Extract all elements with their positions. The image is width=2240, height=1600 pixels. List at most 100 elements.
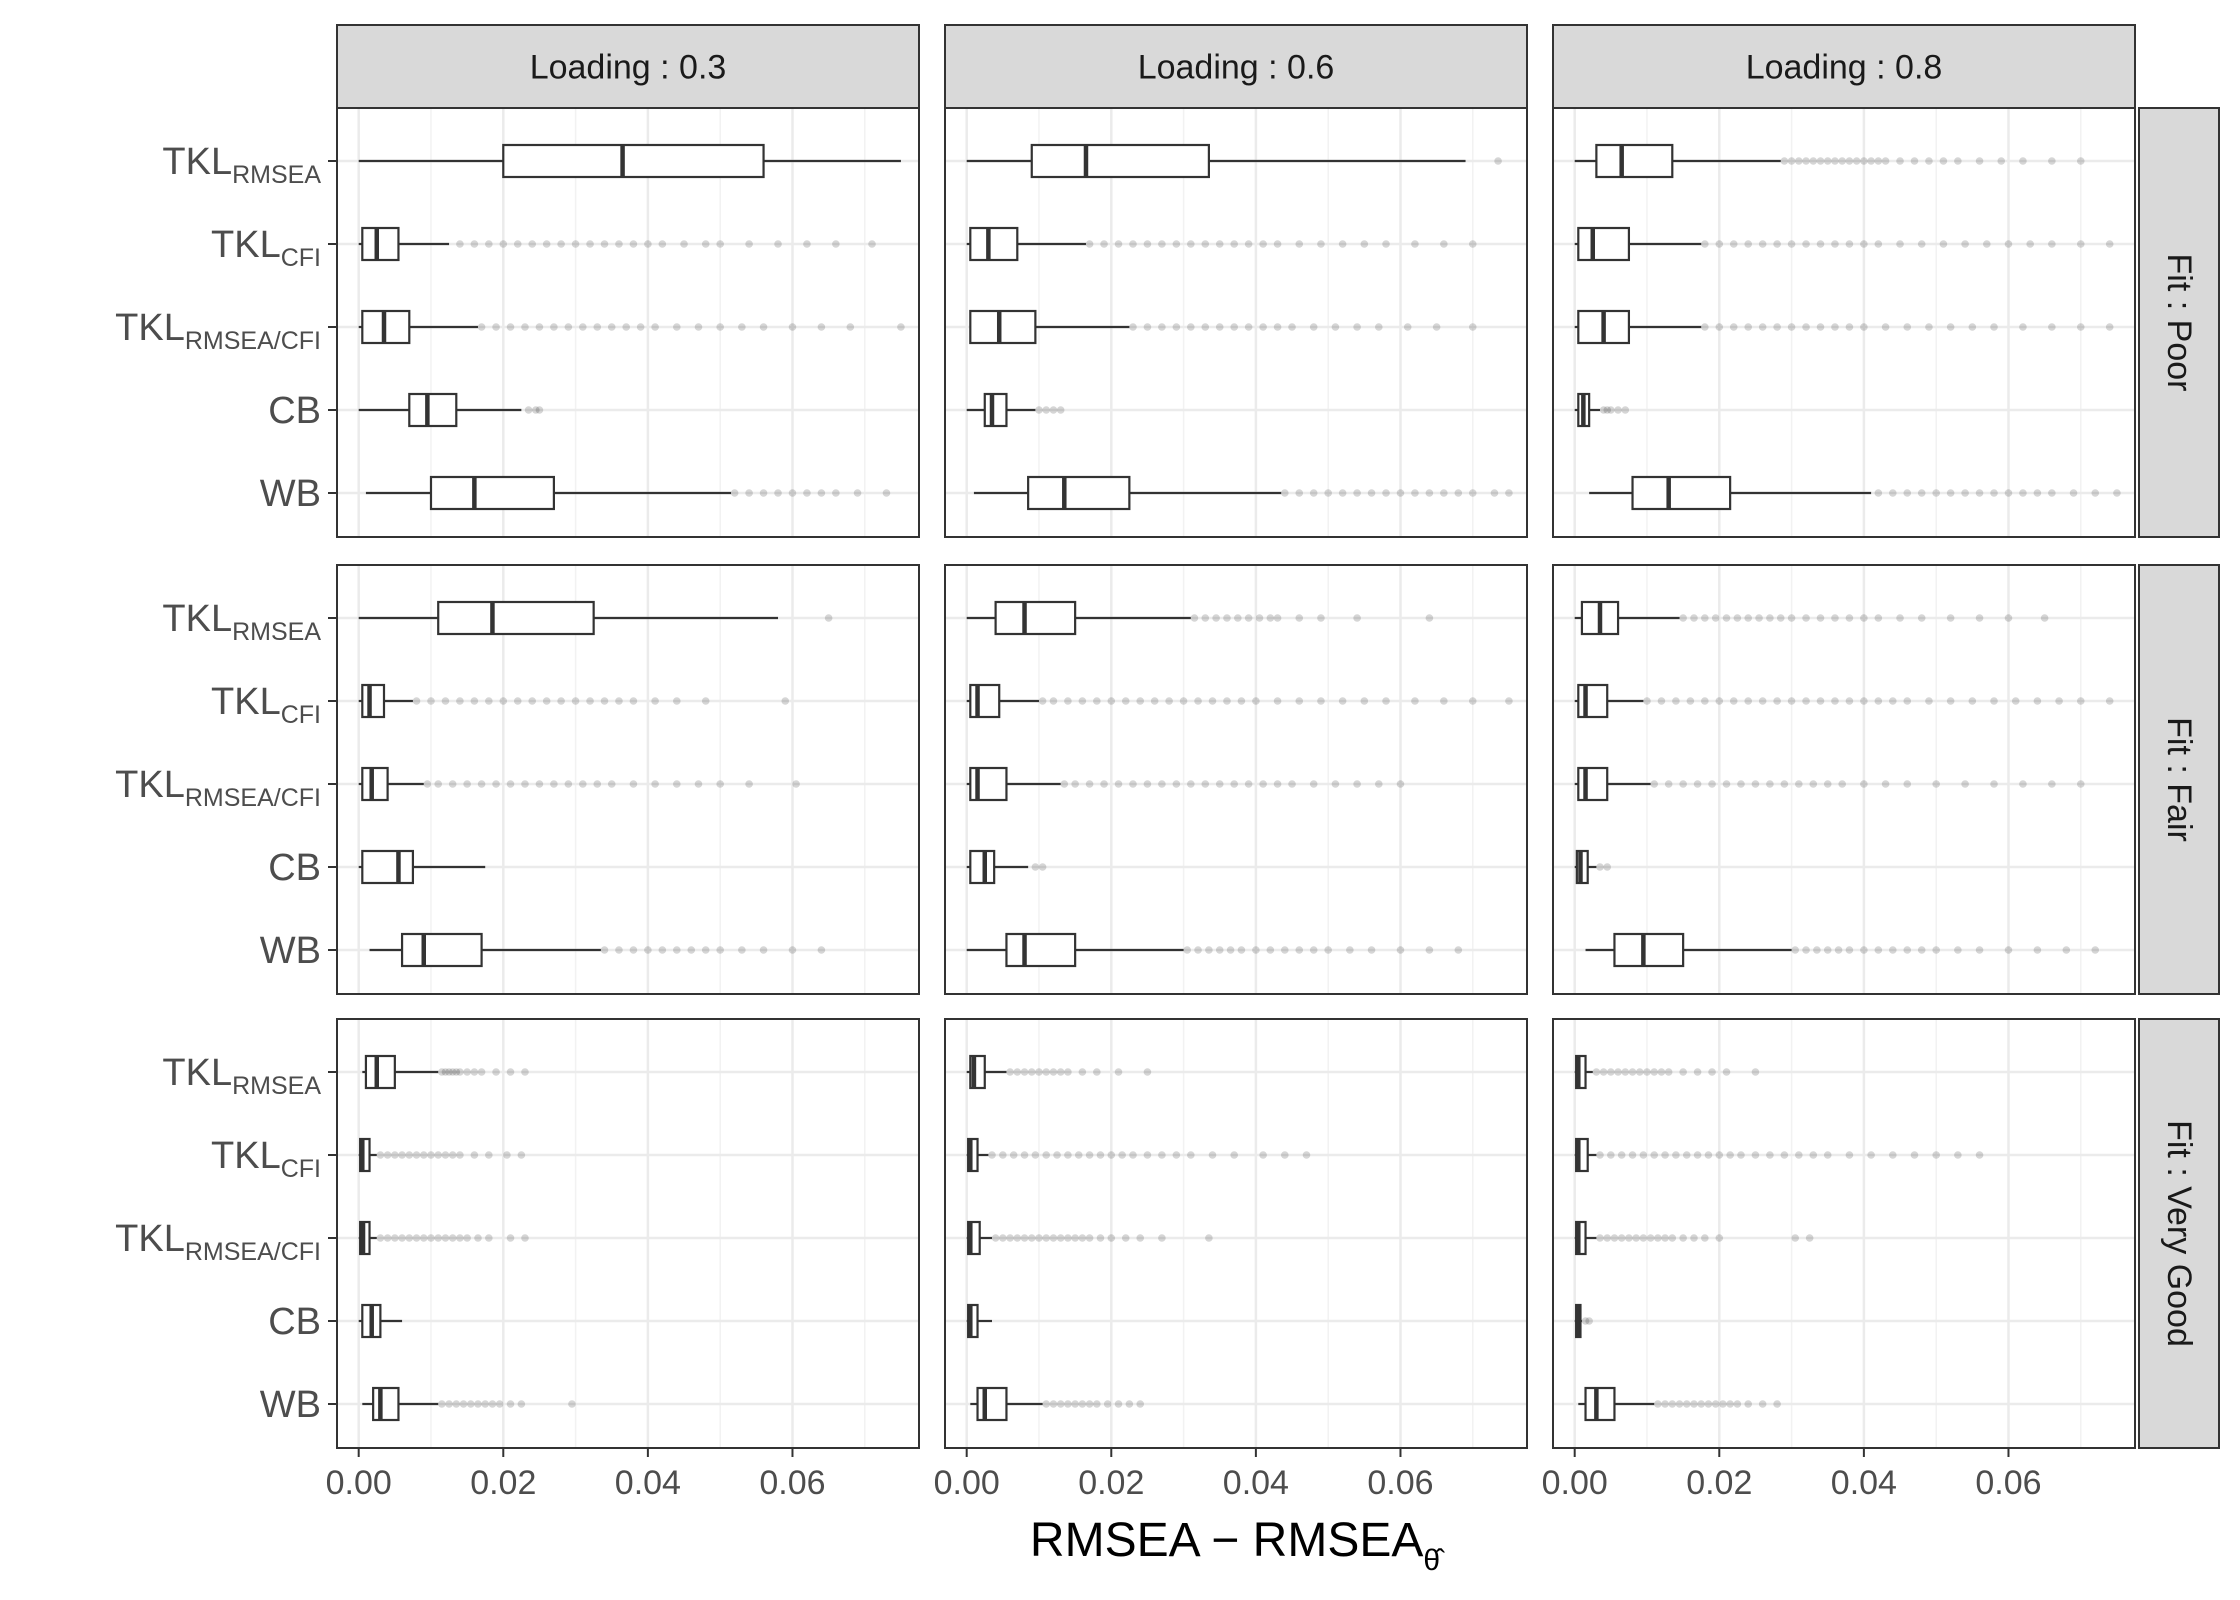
- method-label-base: TKL: [211, 1135, 281, 1177]
- outlier-point: [1773, 240, 1781, 248]
- outlier-point: [1158, 1151, 1166, 1159]
- outlier-point: [1403, 323, 1412, 331]
- outlier-point: [1917, 614, 1926, 622]
- boxplot: [966, 600, 1434, 636]
- outlier-point: [474, 1234, 482, 1242]
- outlier-point: [1468, 489, 1477, 497]
- outlier-point: [2019, 157, 2027, 165]
- outlier-point: [1860, 697, 1868, 705]
- outlier-point: [1715, 697, 1724, 705]
- outlier-point: [2076, 780, 2085, 788]
- outlier-point: [1874, 946, 1883, 954]
- outlier-point: [817, 946, 826, 954]
- outlier-point: [1295, 489, 1304, 497]
- outlier-point: [1787, 697, 1796, 705]
- outlier-point: [456, 240, 464, 248]
- outlier-point: [1715, 323, 1724, 331]
- outlier-point: [2105, 240, 2114, 248]
- outlier-point: [485, 1234, 493, 1242]
- outlier-point: [1194, 946, 1202, 954]
- panel: [944, 564, 1528, 995]
- outlier-point: [441, 1151, 450, 1159]
- method-label-base: TKL: [211, 681, 281, 723]
- outlier-point: [383, 1234, 392, 1242]
- outlier-point: [1454, 489, 1463, 497]
- outlier-point: [419, 1234, 428, 1242]
- outlier-point: [1468, 323, 1477, 331]
- outlier-point: [1071, 1234, 1079, 1242]
- outlier-point: [1939, 157, 1948, 165]
- outlier-point: [1975, 614, 1984, 622]
- boxplot: [358, 1220, 529, 1256]
- x-tick-label: 0.06: [759, 1464, 825, 1502]
- outlier-point: [1795, 157, 1803, 165]
- outlier-point: [391, 1151, 399, 1159]
- outlier-point: [658, 240, 667, 248]
- outlier-point: [2019, 780, 2027, 788]
- outlier-point: [419, 1151, 428, 1159]
- method-label-base: CB: [268, 390, 321, 432]
- outlier-point: [521, 1068, 529, 1076]
- outlier-point: [1592, 1068, 1601, 1076]
- method-label-base: WB: [260, 473, 321, 515]
- iqr-box: [1577, 766, 1609, 802]
- outlier-point: [1234, 614, 1242, 622]
- outlier-point: [383, 1151, 392, 1159]
- outlier-point: [1758, 323, 1767, 331]
- outlier-point: [1946, 614, 1955, 622]
- outlier-point: [1468, 697, 1477, 705]
- boxplot: [966, 1220, 1213, 1256]
- outlier-point: [445, 1400, 453, 1408]
- outlier-point: [1679, 1068, 1687, 1076]
- outlier-point: [1049, 406, 1058, 414]
- outlier-point: [1802, 946, 1810, 954]
- outlier-point: [1237, 946, 1246, 954]
- outlier-point: [2026, 240, 2034, 248]
- outlier-point: [1708, 1068, 1716, 1076]
- x-tick-label: 0.00: [326, 1464, 392, 1502]
- outlier-point: [1903, 780, 1912, 788]
- column-strip: [944, 24, 1528, 109]
- outlier-point: [1208, 1151, 1217, 1159]
- outlier-point: [1585, 1317, 1593, 1325]
- outlier-point: [1353, 614, 1361, 622]
- outlier-point: [485, 240, 493, 248]
- outlier-point: [1158, 780, 1166, 788]
- outlier-point: [1646, 1234, 1655, 1242]
- outlier-point: [2076, 697, 2085, 705]
- outlier-point: [1281, 489, 1289, 497]
- method-label: TKLCFI: [211, 681, 321, 729]
- outlier-point: [1049, 1068, 1058, 1076]
- outlier-point: [1874, 157, 1883, 165]
- outlier-point: [1809, 1151, 1818, 1159]
- outlier-point: [1860, 780, 1868, 788]
- method-label-base: TKL: [211, 224, 281, 266]
- outlier-point: [1129, 1151, 1137, 1159]
- outlier-point: [427, 1151, 435, 1159]
- outlier-point: [1672, 1151, 1680, 1159]
- outlier-point: [1309, 946, 1318, 954]
- outlier-point: [651, 697, 659, 705]
- outlier-point: [1295, 946, 1304, 954]
- outlier-point: [615, 240, 623, 248]
- method-label-subscript: RMSEA: [232, 618, 321, 646]
- outlier-point: [1690, 1400, 1698, 1408]
- outlier-point: [1766, 1151, 1774, 1159]
- outlier-point: [448, 1068, 457, 1076]
- outlier-point: [1324, 489, 1332, 497]
- outlier-point: [474, 1400, 482, 1408]
- outlier-point: [1607, 1151, 1615, 1159]
- method-label-base: CB: [268, 1301, 321, 1343]
- outlier-point: [477, 1068, 486, 1076]
- outlier-point: [1252, 697, 1260, 705]
- outlier-point: [499, 697, 508, 705]
- row-strip-label: Fit : Fair: [2160, 717, 2198, 842]
- outlier-point: [542, 697, 551, 705]
- outlier-point: [521, 1234, 529, 1242]
- outlier-point: [1042, 1151, 1051, 1159]
- outlier-point: [448, 780, 457, 788]
- outlier-point: [1223, 697, 1231, 705]
- outlier-point: [1787, 240, 1796, 248]
- outlier-point: [1599, 1068, 1608, 1076]
- outlier-point: [738, 946, 746, 954]
